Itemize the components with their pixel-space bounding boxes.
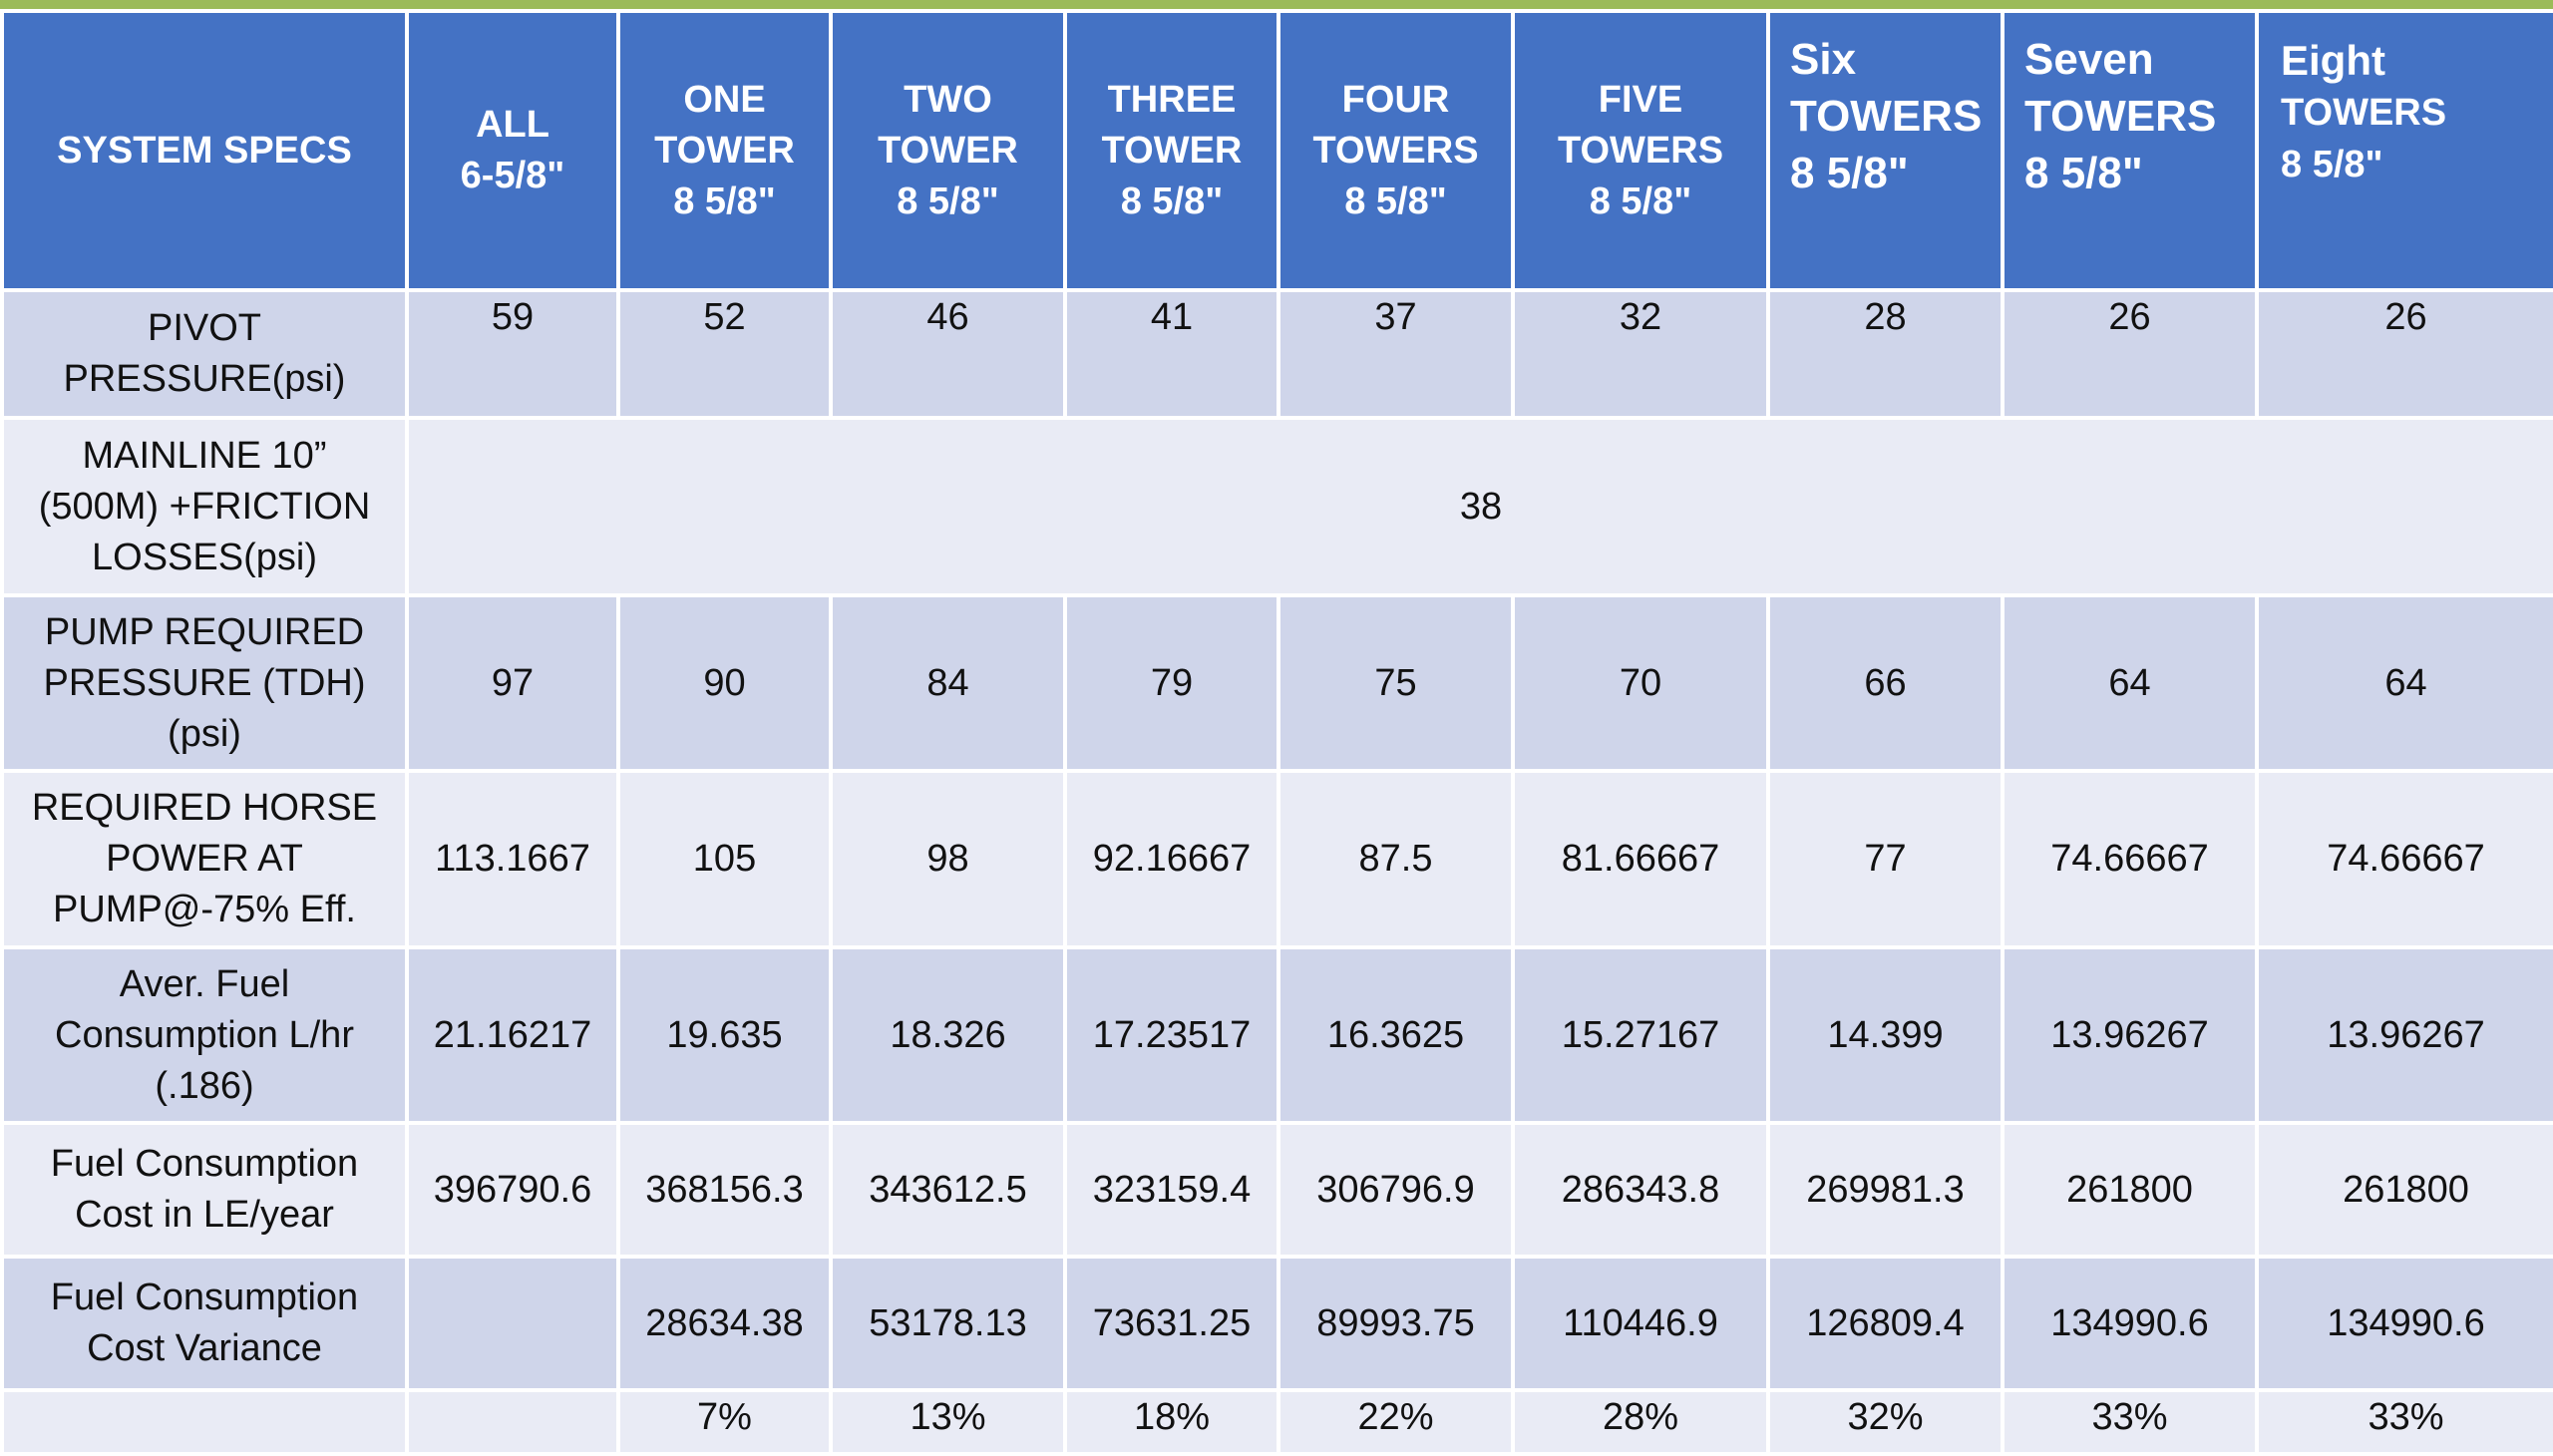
table-cell: 396790.6 — [405, 1121, 620, 1259]
header-two-tower: TWO TOWER 8 5/8" — [829, 9, 1067, 292]
table-cell — [405, 1255, 620, 1392]
table-cell: 74.66667 — [2001, 769, 2259, 949]
table-cell: 113.1667 — [405, 769, 620, 949]
table-cell: 28 — [1766, 288, 2005, 420]
table-cell: 286343.8 — [1511, 1121, 1770, 1259]
header-three-tower: THREE TOWER 8 5/8" — [1063, 9, 1280, 292]
table-cell: 13% — [829, 1388, 1067, 1456]
table-cell: 73631.25 — [1063, 1255, 1280, 1392]
system-specs-table: SYSTEM SPECS ALL 6-5/8" ONE TOWER 8 5/8"… — [0, 9, 2553, 1456]
table-cell: 81.66667 — [1511, 769, 1770, 949]
table-cell: 126809.4 — [1766, 1255, 2005, 1392]
row-fuel-cost-variance: Fuel Consumption Cost Variance 28634.38 … — [0, 1255, 2553, 1392]
table-cell: 77 — [1766, 769, 2005, 949]
table-cell: 15.27167 — [1511, 945, 1770, 1125]
table-cell: 26 — [2001, 288, 2259, 420]
table-cell: 26 — [2255, 288, 2553, 420]
header-six-towers: Six TOWERS 8 5/8" — [1766, 9, 2005, 292]
row-label: REQUIRED HORSE POWER AT PUMP@-75% Eff. — [0, 769, 409, 949]
table-cell: 84 — [829, 593, 1067, 773]
table-cell: 66 — [1766, 593, 2005, 773]
row-fuel-cost-per-year: Fuel Consumption Cost in LE/year 396790.… — [0, 1121, 2553, 1259]
table-cell: 16.3625 — [1276, 945, 1515, 1125]
table-cell: 13.96267 — [2255, 945, 2553, 1125]
table-cell — [405, 1388, 620, 1456]
row-label: Fuel Consumption Cost Variance — [0, 1255, 409, 1392]
table-cell: 64 — [2001, 593, 2259, 773]
merged-mainline-value: 38 — [405, 416, 2553, 597]
header-eight-towers: Eight TOWERS 8 5/8" — [2255, 9, 2553, 292]
table-cell: 97 — [405, 593, 620, 773]
row-label: PIVOT PRESSURE(psi) — [0, 288, 409, 420]
row-label: Aver. Fuel Consumption L/hr (.186) — [0, 945, 409, 1125]
table-cell: 28634.38 — [616, 1255, 833, 1392]
row-percent-savings: 7% 13% 18% 22% 28% 32% 33% 33% — [0, 1388, 2553, 1456]
table-cell: 19.635 — [616, 945, 833, 1125]
table-cell: 261800 — [2001, 1121, 2259, 1259]
table-cell: 134990.6 — [2255, 1255, 2553, 1392]
table-cell: 18% — [1063, 1388, 1280, 1456]
table-cell: 13.96267 — [2001, 945, 2259, 1125]
table-cell: 7% — [616, 1388, 833, 1456]
header-one-tower: ONE TOWER 8 5/8" — [616, 9, 833, 292]
table-header-row: SYSTEM SPECS ALL 6-5/8" ONE TOWER 8 5/8"… — [0, 9, 2553, 292]
header-all-6-5-8: ALL 6-5/8" — [405, 9, 620, 292]
row-label: MAINLINE 10” (500M) +FRICTION LOSSES(psi… — [0, 416, 409, 597]
table-cell: 269981.3 — [1766, 1121, 2005, 1259]
row-required-horse-power: REQUIRED HORSE POWER AT PUMP@-75% Eff. 1… — [0, 769, 2553, 949]
header-seven-towers: Seven TOWERS 8 5/8" — [2001, 9, 2259, 292]
header-four-towers: FOUR TOWERS 8 5/8" — [1276, 9, 1515, 292]
row-average-fuel-consumption: Aver. Fuel Consumption L/hr (.186) 21.16… — [0, 945, 2553, 1125]
table-cell: 32% — [1766, 1388, 2005, 1456]
table-cell: 17.23517 — [1063, 945, 1280, 1125]
table-cell: 79 — [1063, 593, 1280, 773]
table-cell: 53178.13 — [829, 1255, 1067, 1392]
table-cell: 75 — [1276, 593, 1515, 773]
table-cell: 261800 — [2255, 1121, 2553, 1259]
table-cell: 87.5 — [1276, 769, 1515, 949]
row-label: Fuel Consumption Cost in LE/year — [0, 1121, 409, 1259]
table-cell: 74.66667 — [2255, 769, 2553, 949]
table-cell: 41 — [1063, 288, 1280, 420]
table-cell: 37 — [1276, 288, 1515, 420]
row-pump-required-pressure: PUMP REQUIRED PRESSURE (TDH) (psi) 97 90… — [0, 593, 2553, 773]
table-cell: 64 — [2255, 593, 2553, 773]
table-cell: 70 — [1511, 593, 1770, 773]
table-cell: 343612.5 — [829, 1121, 1067, 1259]
header-system-specs: SYSTEM SPECS — [0, 9, 409, 292]
table-cell: 368156.3 — [616, 1121, 833, 1259]
row-pivot-pressure: PIVOT PRESSURE(psi) 59 52 46 41 37 32 28… — [0, 288, 2553, 420]
row-label: PUMP REQUIRED PRESSURE (TDH) (psi) — [0, 593, 409, 773]
table-cell: 21.16217 — [405, 945, 620, 1125]
table-cell: 22% — [1276, 1388, 1515, 1456]
table-cell: 14.399 — [1766, 945, 2005, 1125]
table-cell: 98 — [829, 769, 1067, 949]
table-cell: 92.16667 — [1063, 769, 1280, 949]
table-cell: 323159.4 — [1063, 1121, 1280, 1259]
table-cell: 32 — [1511, 288, 1770, 420]
slide-top-accent-bar — [0, 0, 2553, 9]
table-cell: 110446.9 — [1511, 1255, 1770, 1392]
table-cell: 90 — [616, 593, 833, 773]
table-cell: 89993.75 — [1276, 1255, 1515, 1392]
row-label — [0, 1388, 409, 1456]
table-cell: 33% — [2255, 1388, 2553, 1456]
table-cell: 33% — [2001, 1388, 2259, 1456]
table-cell: 46 — [829, 288, 1067, 420]
table-cell: 306796.9 — [1276, 1121, 1515, 1259]
table-cell: 28% — [1511, 1388, 1770, 1456]
header-five-towers: FIVE TOWERS 8 5/8" — [1511, 9, 1770, 292]
table-cell: 134990.6 — [2001, 1255, 2259, 1392]
table-cell: 105 — [616, 769, 833, 949]
row-mainline-friction-losses: MAINLINE 10” (500M) +FRICTION LOSSES(psi… — [0, 416, 2553, 597]
table-cell: 52 — [616, 288, 833, 420]
table-cell: 18.326 — [829, 945, 1067, 1125]
table-cell: 59 — [405, 288, 620, 420]
